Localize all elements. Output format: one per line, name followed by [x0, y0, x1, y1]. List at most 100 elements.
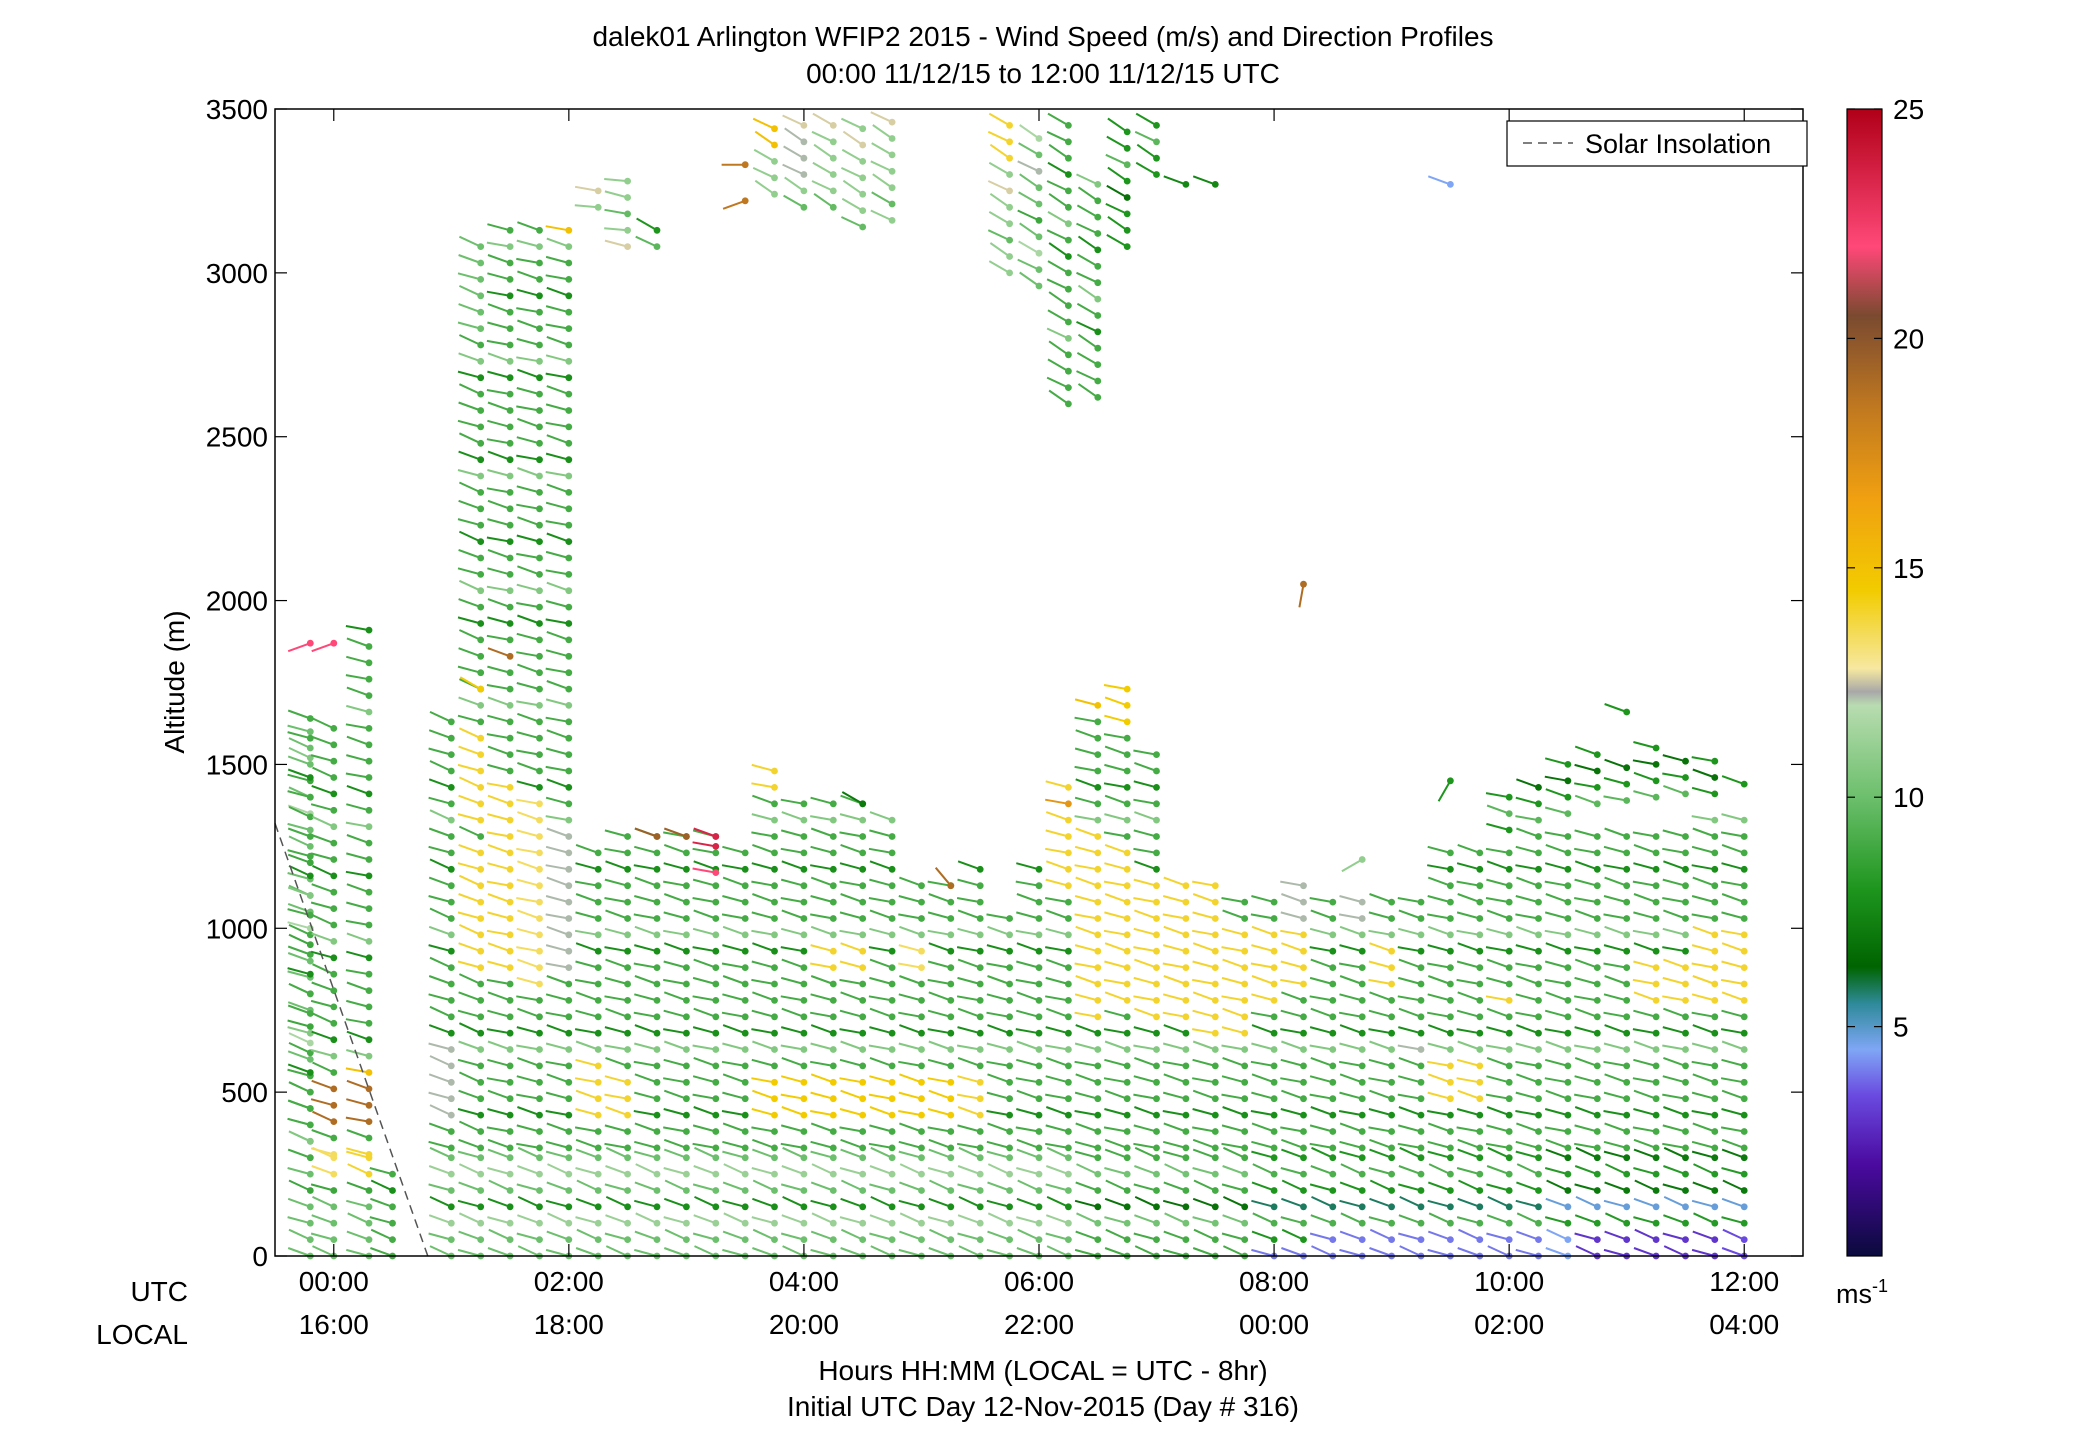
wind-barb-shaft — [1427, 944, 1451, 953]
wind-barb-dot — [1623, 931, 1631, 939]
wind-barb-shaft — [1076, 352, 1099, 366]
wind-barb-shaft — [1046, 1146, 1069, 1159]
wind-barb-shaft — [1604, 827, 1628, 838]
wind-barb-dot — [624, 980, 631, 988]
wind-barb-dot — [1035, 1111, 1043, 1119]
wind-barb-dot — [1094, 702, 1102, 709]
wind-barb-dot — [741, 931, 749, 939]
wind-barb-dot — [829, 1029, 837, 1037]
wind-barb-shaft — [287, 804, 311, 815]
wind-barb-shaft — [517, 1146, 540, 1159]
wind-barb-shaft — [1544, 775, 1569, 782]
wind-barb-shaft — [1339, 1042, 1363, 1051]
wind-barb-dot — [365, 774, 373, 781]
wind-barb-shaft — [1339, 975, 1363, 985]
wind-barb-shaft — [1047, 309, 1069, 323]
utc-row-label: UTC — [130, 1276, 188, 1307]
wind-barb-dot — [1153, 997, 1160, 1004]
wind-barb-dot — [683, 1154, 690, 1162]
wind-barb-shaft — [1015, 929, 1040, 936]
wind-barb-dot — [1682, 915, 1689, 922]
wind-barb-dot — [506, 1078, 514, 1086]
wind-barb-shaft — [1221, 976, 1245, 985]
x-tick-label-utc: 08:00 — [1239, 1266, 1309, 1297]
wind-barb-dot — [1652, 1062, 1660, 1070]
wind-barb-dot — [1270, 1144, 1278, 1152]
wind-barb-dot — [365, 888, 373, 896]
wind-barb-dot — [1094, 964, 1102, 971]
wind-barb-dot — [1006, 1078, 1013, 1086]
wind-barb-dot — [829, 980, 837, 988]
wind-barb-shaft — [1019, 222, 1040, 238]
wind-barb-shaft — [1251, 1181, 1275, 1192]
wind-barb-dot — [447, 1187, 455, 1194]
wind-barb-shaft — [1427, 895, 1451, 904]
wind-barb-shaft — [1338, 962, 1363, 969]
wind-barb-shaft — [1515, 1060, 1539, 1067]
wind-barb-shaft — [1046, 180, 1069, 192]
wind-barb-shaft — [458, 727, 482, 740]
wind-barb-shaft — [288, 933, 311, 946]
wind-barb-shaft — [429, 858, 452, 871]
wind-barb-dot — [1564, 1062, 1572, 1070]
wind-barb-shaft — [752, 1197, 775, 1208]
wind-barb-dot — [1623, 1154, 1631, 1162]
wind-barb-shaft — [898, 962, 922, 969]
wind-barb-shaft — [927, 880, 951, 887]
wind-barb-dot — [330, 888, 338, 896]
wind-barb-shaft — [1074, 962, 1098, 969]
wind-barb-shaft — [1133, 1093, 1157, 1100]
wind-barb-dot — [306, 970, 314, 978]
wind-barb-dot — [683, 915, 690, 922]
wind-barb-shaft — [868, 995, 893, 1002]
wind-barb-dot — [1740, 1062, 1748, 1070]
wind-barb-dot — [683, 997, 690, 1004]
wind-barb-dot — [800, 898, 808, 906]
wind-barb-shaft — [1545, 1138, 1569, 1149]
wind-barb-shaft — [1134, 1195, 1157, 1208]
wind-barb-shaft — [546, 876, 570, 887]
wind-barb-shaft — [287, 790, 311, 799]
wind-barb-dot — [1006, 947, 1013, 955]
wind-barb-shaft — [1339, 1199, 1363, 1208]
wind-barb-dot — [506, 1236, 514, 1243]
wind-barb-shaft — [810, 876, 834, 887]
wind-barb-shaft — [1045, 927, 1069, 936]
wind-barb-shaft — [287, 1167, 311, 1176]
wind-barb-shaft — [839, 1126, 863, 1133]
wind-barb-shaft — [287, 1216, 311, 1225]
wind-barb-shaft — [546, 1122, 570, 1133]
solar-insolation-line — [274, 823, 429, 1257]
wind-barb-dot — [1035, 1144, 1043, 1152]
wind-barb-shaft — [986, 1011, 1010, 1018]
wind-barb-shaft — [458, 598, 482, 609]
wind-barb-dot — [565, 472, 573, 480]
wind-barb-dot — [1329, 980, 1337, 988]
wind-barb-dot — [653, 1236, 661, 1243]
wind-barb-dot — [800, 1111, 808, 1119]
wind-barb-shaft — [872, 173, 893, 189]
wind-barb-shaft — [1603, 795, 1627, 802]
wind-barb-shaft — [458, 334, 482, 346]
wind-barb-shaft — [1692, 1024, 1716, 1035]
wind-barb-shaft — [1340, 1212, 1363, 1225]
wind-barb-dot — [1564, 793, 1572, 801]
wind-barb-shaft — [1691, 1199, 1716, 1208]
wind-barb-shaft — [664, 1179, 687, 1192]
wind-barb-shaft — [1048, 340, 1069, 356]
wind-barb-dot — [1094, 1154, 1102, 1162]
wind-barb-shaft — [634, 925, 658, 936]
wind-barb-dot — [683, 865, 690, 873]
wind-barb-shaft — [692, 841, 716, 848]
wind-barb-shaft — [428, 1140, 452, 1149]
wind-barb-shaft — [1486, 1124, 1510, 1133]
wind-barb-shaft — [1515, 864, 1539, 871]
wind-barb-shaft — [1163, 876, 1187, 887]
wind-barb-shaft — [517, 1195, 540, 1208]
wind-barb-dot — [330, 725, 338, 732]
wind-barb-shaft — [458, 1040, 482, 1051]
wind-barb-dot — [1035, 167, 1043, 175]
wind-barb-shaft — [663, 827, 687, 838]
wind-barb-dot — [1505, 810, 1513, 817]
